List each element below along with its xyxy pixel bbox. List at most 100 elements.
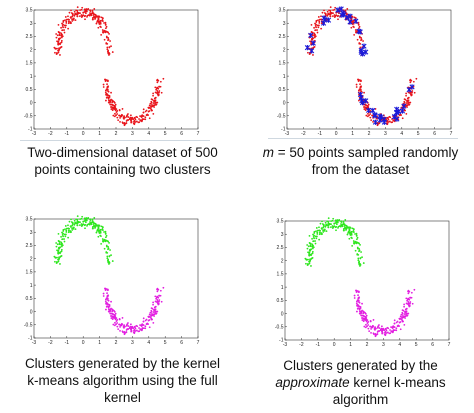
data-point: [327, 220, 330, 223]
data-point: [112, 104, 115, 107]
data-point: [123, 332, 126, 335]
data-point: [119, 329, 121, 332]
data-point: [60, 39, 63, 42]
data-point: [357, 257, 360, 260]
data-point: [316, 231, 319, 234]
data-point: [70, 221, 73, 223]
sample-point: [399, 108, 406, 114]
data-point: [411, 302, 414, 305]
x-tick-label: -3: [285, 131, 290, 137]
data-point: [114, 112, 116, 115]
data-point: [142, 323, 144, 326]
data-point: [155, 87, 158, 90]
data-point: [105, 90, 107, 92]
data-point: [99, 231, 102, 234]
data-point: [103, 231, 105, 233]
data-point: [313, 237, 316, 240]
caption-italic-approximate: approximate: [275, 375, 350, 390]
data-point: [311, 38, 314, 41]
data-point: [381, 330, 384, 333]
data-point: [141, 327, 144, 329]
data-point: [113, 100, 115, 103]
sample-point: [308, 32, 314, 38]
data-point: [76, 222, 79, 225]
x-tick-label: -1: [318, 131, 323, 137]
data-point: [342, 229, 345, 232]
x-tick-label: -3: [32, 340, 37, 346]
data-point: [56, 34, 59, 37]
y-tick-label: 2.5: [26, 34, 33, 40]
data-point: [142, 111, 145, 114]
data-point: [384, 330, 387, 333]
data-point: [102, 86, 105, 88]
data-point: [363, 315, 366, 318]
data-point: [106, 255, 109, 258]
data-point: [74, 228, 77, 231]
data-point: [152, 303, 154, 306]
data-point: [359, 86, 362, 89]
data-point: [94, 222, 97, 225]
data-point: [311, 247, 314, 250]
data-point: [316, 235, 318, 238]
data-point: [347, 226, 350, 229]
x-tick-label: 7: [450, 131, 453, 137]
data-point: [313, 234, 315, 237]
data-point: [321, 220, 323, 223]
data-point: [129, 323, 132, 326]
caption-approximate-kernel-clusters: Clusters generated by the approximate ke…: [248, 357, 473, 408]
data-point: [370, 331, 372, 334]
data-point: [139, 115, 141, 117]
data-point: [95, 22, 98, 25]
data-point: [127, 322, 129, 324]
data-point: [355, 238, 358, 241]
data-point: [318, 24, 320, 27]
data-point: [123, 324, 126, 327]
x-tick-label: 4: [147, 131, 150, 137]
data-point: [153, 309, 156, 312]
data-point: [65, 24, 67, 27]
data-point: [332, 225, 335, 228]
data-point: [314, 235, 317, 238]
x-tick-label: -2: [301, 131, 306, 137]
data-point: [364, 106, 367, 109]
data-point: [327, 226, 330, 229]
data-point: [347, 231, 350, 234]
data-point: [91, 9, 94, 12]
data-point: [105, 308, 107, 311]
caption-line: Clusters generated by the kernel: [24, 356, 221, 371]
data-point: [359, 312, 362, 315]
x-tick-label: 6: [433, 131, 436, 137]
data-point: [101, 238, 104, 240]
data-point: [57, 49, 60, 52]
data-point: [106, 302, 109, 305]
data-point: [356, 253, 359, 255]
data-point: [403, 323, 406, 326]
data-point: [316, 233, 319, 235]
data-point: [348, 237, 351, 240]
data-point: [64, 16, 67, 18]
data-point: [156, 90, 159, 92]
data-point: [158, 90, 161, 92]
data-point: [134, 118, 137, 121]
data-point: [96, 224, 99, 227]
data-point: [328, 13, 331, 16]
data-point: [329, 15, 332, 18]
data-point: [105, 305, 108, 308]
data-point: [357, 304, 360, 307]
data-point: [107, 50, 109, 53]
data-point: [308, 253, 311, 256]
data-point: [127, 116, 130, 118]
data-point: [125, 115, 128, 118]
data-point: [149, 107, 152, 109]
data-point: [367, 321, 370, 323]
data-point: [154, 295, 157, 298]
data-point: [159, 80, 162, 83]
data-point: [351, 237, 353, 240]
data-point: [351, 227, 354, 230]
caption-full-dataset: Two-dimensional dataset of 500 points co…: [10, 144, 235, 178]
data-point: [403, 305, 405, 308]
data-point: [357, 78, 360, 81]
data-point: [69, 16, 72, 18]
data-point: [410, 296, 413, 299]
data-point: [307, 251, 309, 254]
